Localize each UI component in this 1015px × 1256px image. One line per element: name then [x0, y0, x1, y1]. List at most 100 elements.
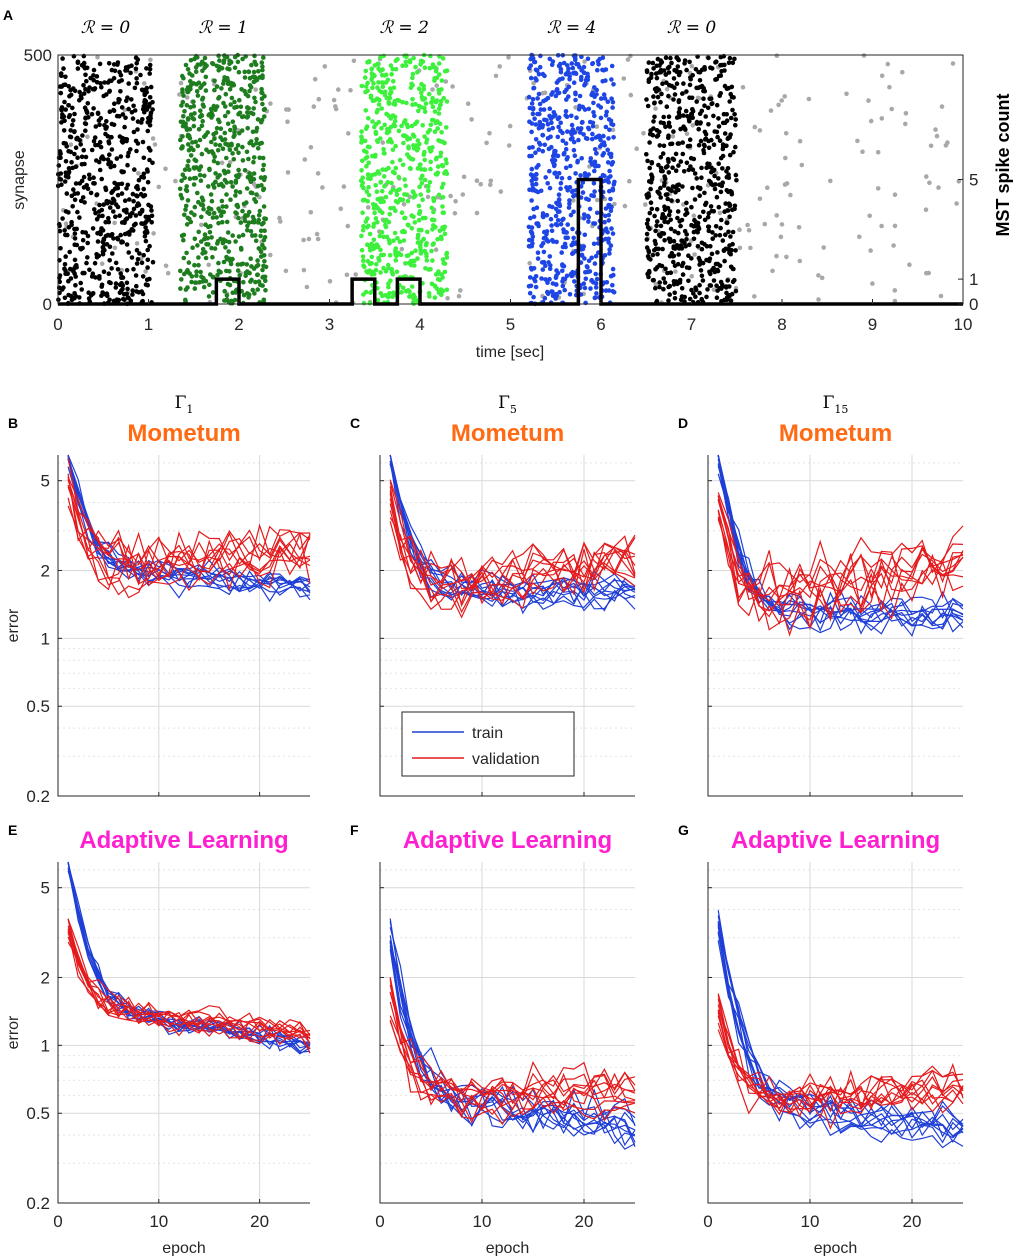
pattern-spike [228, 127, 233, 133]
pattern-spike [381, 174, 387, 179]
pattern-spike [657, 191, 662, 196]
pattern-spike [255, 117, 261, 122]
background-spike [653, 282, 659, 287]
pattern-spike [229, 95, 235, 101]
pattern-spike [531, 294, 536, 300]
pattern-spike [428, 148, 434, 153]
pattern-spike [557, 63, 562, 69]
pattern-spike [733, 288, 739, 294]
background-spike [301, 267, 307, 273]
validation-line [67, 936, 311, 1041]
pattern-spike [379, 125, 384, 131]
pattern-spike [654, 75, 660, 81]
pattern-spike [259, 60, 265, 65]
pattern-spike [201, 206, 206, 212]
x-tick-label: 0 [703, 1212, 712, 1231]
validation-line [389, 486, 636, 584]
legend-box [401, 711, 575, 777]
pattern-spike [656, 232, 662, 238]
pattern-spike [150, 160, 155, 166]
pattern-spike [147, 66, 153, 72]
background-spike [779, 98, 784, 103]
pattern-spike [228, 258, 233, 264]
pattern-spike [573, 90, 578, 96]
gamma-label: Γ1 [175, 393, 194, 416]
pattern-spike [690, 107, 695, 112]
pattern-spike [433, 272, 439, 277]
pattern-spike [393, 58, 399, 63]
pattern-spike [529, 101, 535, 106]
pattern-spike [715, 250, 720, 255]
pattern-spike [422, 65, 428, 70]
pattern-spike [549, 120, 554, 126]
pattern-spike [585, 77, 591, 82]
pattern-spike [209, 245, 214, 251]
pattern-spike [388, 124, 394, 130]
pattern-spike [362, 264, 367, 270]
pattern-spike [536, 140, 542, 146]
pattern-spike [240, 144, 245, 150]
pattern-spike [72, 257, 78, 263]
pattern-spike [363, 156, 369, 161]
pattern-spike [230, 184, 235, 189]
pattern-spike [372, 210, 377, 216]
pattern-spike [420, 59, 426, 64]
validation-line [389, 503, 636, 610]
pattern-spike [592, 147, 598, 152]
pattern-spike [593, 253, 599, 259]
pattern-spike [97, 167, 103, 173]
background-spike [900, 69, 905, 75]
train-line [67, 457, 311, 592]
pattern-spike [674, 185, 679, 191]
pattern-spike [530, 96, 536, 102]
background-spike [336, 87, 341, 92]
pattern-spike [420, 97, 425, 102]
pattern-spike [698, 268, 704, 273]
pattern-spike [230, 233, 235, 238]
pattern-spike [141, 104, 147, 109]
pattern-spike [589, 255, 594, 261]
pattern-spike [654, 128, 660, 133]
pattern-spike [196, 262, 201, 268]
pattern-spike [579, 68, 584, 73]
pattern-spike [225, 110, 231, 115]
background-spike [573, 105, 578, 110]
pattern-spike [124, 216, 130, 221]
pattern-spike [571, 80, 577, 85]
pattern-spike [419, 81, 424, 87]
pattern-spike [422, 109, 428, 114]
series-lines [67, 861, 311, 1055]
pattern-spike [359, 83, 365, 89]
pattern-spike [245, 125, 250, 131]
pattern-spike [528, 75, 534, 81]
background-spike [690, 123, 695, 128]
validation-line [67, 486, 311, 581]
pattern-spike [182, 109, 187, 114]
pattern-spike [700, 278, 706, 283]
pattern-spike [111, 209, 116, 214]
pattern-spike [133, 55, 139, 60]
pattern-spike [609, 77, 614, 82]
pattern-spike [533, 76, 538, 81]
pattern-spike [543, 277, 548, 282]
pattern-spike [253, 99, 258, 105]
background-spike [691, 213, 697, 218]
background-spike [875, 149, 881, 155]
pattern-spike [363, 68, 369, 74]
pattern-spike [729, 189, 734, 195]
pattern-spike [558, 69, 564, 75]
pattern-spike [682, 58, 688, 63]
pattern-spike [189, 210, 194, 215]
pattern-spike [667, 236, 673, 242]
pattern-spike [194, 82, 199, 87]
pattern-spike [593, 135, 599, 140]
pattern-spike [432, 109, 438, 114]
pattern-spike [671, 76, 677, 81]
pattern-spike [433, 156, 439, 162]
background-spike [351, 58, 357, 64]
pattern-spike [204, 242, 209, 247]
pattern-spike [733, 122, 738, 128]
pattern-spike [129, 97, 134, 102]
x-tick-label: 7 [687, 315, 696, 334]
pattern-spike [369, 241, 374, 247]
